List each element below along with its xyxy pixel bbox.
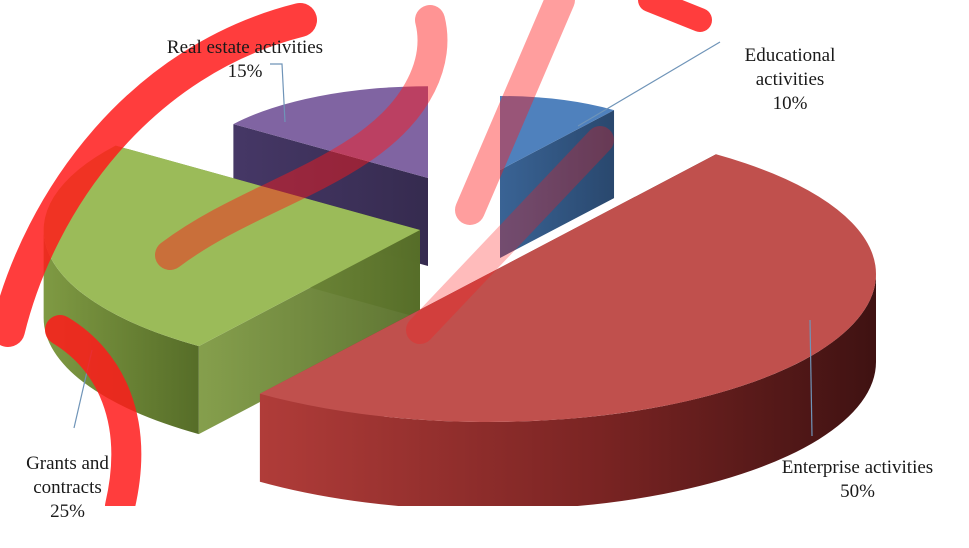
slice-percent: 25% [50, 501, 85, 522]
pie-slice-educational-end-wall [500, 110, 615, 258]
pie-slice-enterprise [259, 154, 876, 506]
slice-name: Educational activities [744, 45, 836, 90]
pie-chart: Educational activities 10% Enterprise ac… [0, 0, 933, 522]
slice-name: Real estate activities [166, 37, 324, 58]
pie-slice-real-estate-top [233, 86, 428, 178]
slice-percent: 50% [840, 481, 875, 502]
slice-name: Enterprise activities [781, 457, 934, 478]
slice-label-real-estate: Real estate activities 15% [115, 12, 375, 108]
pie-slice-grants-side [43, 230, 199, 435]
leader-line-educational [577, 41, 721, 127]
slice-percent: 15% [227, 61, 263, 82]
slice-percent: 10% [772, 93, 808, 114]
slice-name: Grants and contracts [26, 453, 109, 498]
slice-label-enterprise: Enterprise activities 50% [735, 432, 969, 528]
slice-label-educational: Educational activities 10% [700, 20, 880, 140]
pie-slice-educational-top [500, 96, 615, 170]
leader-line-enterprise [809, 319, 813, 437]
pie-chart-svg [0, 0, 876, 506]
pie-slice-grants-start-wall [198, 230, 420, 435]
pie-slice-enterprise-top [259, 154, 876, 423]
leader-line-real-estate [270, 63, 286, 123]
pie-slice-grants [43, 145, 420, 435]
pie-slice-enterprise-side [259, 274, 876, 506]
draft-watermark [0, 0, 712, 506]
pie-slice-grants-top [43, 145, 420, 347]
pie-slice-educational [500, 96, 615, 258]
slice-label-grants: Grants and contracts 25% [0, 428, 135, 548]
